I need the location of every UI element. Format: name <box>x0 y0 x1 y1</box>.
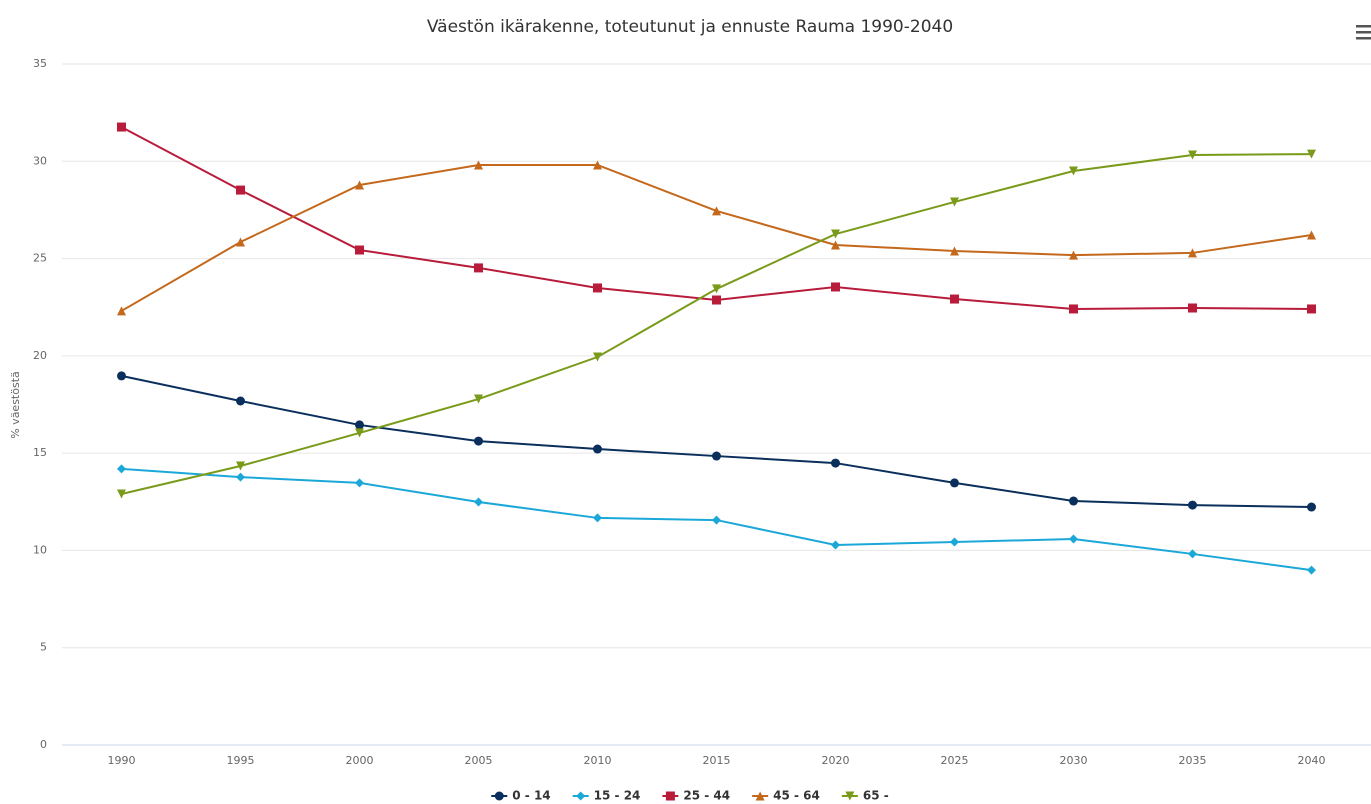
marker <box>950 246 959 256</box>
marker <box>665 791 675 801</box>
series-line <box>121 126 1312 310</box>
x-tick-label: 2035 <box>1179 754 1207 767</box>
x-tick-label: 2000 <box>346 754 374 767</box>
marker <box>1307 230 1316 240</box>
marker <box>117 464 126 474</box>
legend: 0 - 14 15 - 24 25 - 44 45 - 64 65 - <box>491 789 889 803</box>
marker <box>1069 166 1078 176</box>
marker <box>236 237 245 247</box>
marker <box>474 497 483 507</box>
marker <box>712 284 721 294</box>
marker <box>845 791 855 801</box>
marker <box>236 185 245 195</box>
marker <box>576 791 586 801</box>
marker <box>712 451 721 461</box>
marker <box>474 394 483 404</box>
marker <box>593 160 602 170</box>
marker <box>1069 534 1078 544</box>
marker <box>355 245 364 255</box>
marker <box>355 478 364 488</box>
marker <box>950 197 959 207</box>
marker <box>831 240 840 250</box>
legend-label: 65 - <box>863 789 889 803</box>
marker <box>950 478 959 488</box>
y-tick-label: 25 <box>33 252 47 265</box>
x-tick-label: 2015 <box>703 754 731 767</box>
menu-icon[interactable] <box>1356 25 1371 40</box>
marker <box>950 537 959 547</box>
x-tick-label: 2030 <box>1060 754 1088 767</box>
x-tick-label: 2025 <box>941 754 969 767</box>
marker <box>355 420 364 430</box>
marker <box>117 306 126 316</box>
marker <box>712 515 721 525</box>
marker <box>236 472 245 482</box>
marker <box>1069 496 1078 506</box>
y-tick-label: 0 <box>40 738 47 751</box>
marker <box>474 436 483 446</box>
marker <box>1069 304 1078 314</box>
marker <box>950 294 959 304</box>
marker <box>593 283 602 293</box>
legend-label: 0 - 14 <box>512 789 550 803</box>
marker <box>355 428 364 438</box>
legend-item: 25 - 44 <box>662 789 730 803</box>
y-tick-label: 15 <box>33 446 47 459</box>
series-line <box>121 374 1312 509</box>
legend-label: 25 - 44 <box>683 789 730 803</box>
y-axis-label: % väestöstä <box>9 371 22 439</box>
legend-item: 65 - <box>841 789 889 803</box>
marker <box>117 489 126 499</box>
y-tick-label: 30 <box>33 154 47 167</box>
legend-label: 45 - 64 <box>773 789 820 803</box>
marker <box>831 458 840 468</box>
marker <box>1307 502 1316 512</box>
marker <box>593 513 602 523</box>
y-tick-label: 35 <box>33 57 47 70</box>
marker <box>494 791 504 801</box>
legend-item: 0 - 14 <box>491 789 551 803</box>
x-tick-label: 1990 <box>108 754 136 767</box>
marker <box>831 229 840 239</box>
marker <box>1069 250 1078 260</box>
marker <box>1307 565 1316 575</box>
marker <box>117 122 126 132</box>
marker <box>593 444 602 454</box>
y-tick-label: 10 <box>33 543 47 556</box>
marker <box>755 791 765 801</box>
legend-item: 45 - 64 <box>752 789 820 803</box>
marker <box>712 295 721 305</box>
x-tick-label: 2010 <box>584 754 612 767</box>
marker <box>712 206 721 216</box>
legend-label: 15 - 24 <box>594 789 641 803</box>
x-tick-label: 2005 <box>465 754 493 767</box>
x-tick-label: 1995 <box>227 754 255 767</box>
legend-item: 15 - 24 <box>572 789 641 803</box>
y-tick-label: 20 <box>33 349 47 362</box>
marker <box>474 263 483 273</box>
marker <box>1307 304 1316 314</box>
marker <box>474 160 483 170</box>
marker <box>831 540 840 550</box>
marker <box>117 371 126 381</box>
marker <box>236 396 245 406</box>
marker <box>593 352 602 362</box>
marker <box>355 180 364 190</box>
marker <box>1188 150 1197 160</box>
marker <box>1188 303 1197 313</box>
marker <box>1188 248 1197 258</box>
y-tick-label: 5 <box>40 641 47 654</box>
x-tick-label: 2040 <box>1298 754 1326 767</box>
marker <box>1307 149 1316 159</box>
marker <box>831 282 840 292</box>
x-tick-label: 2020 <box>822 754 850 767</box>
series-line <box>121 153 1312 495</box>
marker <box>1188 500 1197 510</box>
marker <box>1188 549 1197 559</box>
chart-title: Väestön ikärakenne, toteutunut ja ennust… <box>427 17 953 37</box>
marker <box>236 461 245 471</box>
